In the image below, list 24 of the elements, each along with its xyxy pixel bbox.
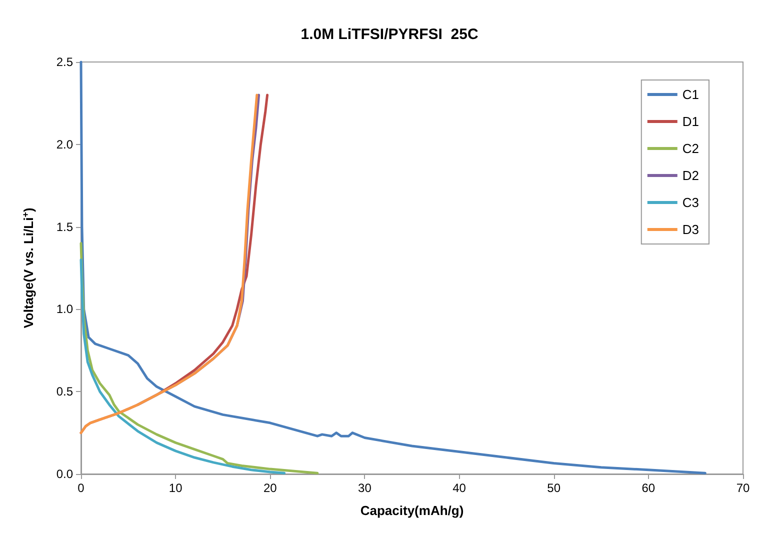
x-tick-label: 70 [736, 481, 750, 495]
line-series [80, 258, 286, 474]
y-tick-label: 1.0 [56, 302, 74, 316]
x-tick-label: 30 [358, 481, 372, 495]
y-tick-label: 1.5 [56, 220, 74, 234]
legend-label: D3 [682, 222, 700, 237]
x-axis-title: Capacity(mAh/g) [360, 503, 464, 518]
legend-label: C3 [682, 195, 700, 210]
legend-label: D2 [682, 168, 700, 183]
y-tick-label: 2.5 [56, 55, 74, 69]
x-tick-label: 40 [452, 481, 466, 495]
x-tick-label: 50 [547, 481, 561, 495]
y-axis-title: Voltage(V vs. Li/Li+) [20, 208, 36, 328]
chart-title: 1.0M LiTFSI/PYRFSI 25C [300, 26, 478, 43]
y-tick-label: 0.0 [56, 467, 74, 481]
legend-label: C2 [682, 141, 700, 156]
legend-label: C1 [682, 87, 700, 102]
legend-label: D1 [682, 114, 700, 129]
x-tick-label: 0 [78, 481, 85, 495]
x-tick-label: 20 [263, 481, 278, 495]
y-tick-label: 0.5 [56, 384, 74, 399]
x-tick-label: 60 [642, 481, 656, 495]
y-tick-label: 2.0 [56, 137, 74, 152]
x-tick-label: 10 [168, 481, 183, 495]
